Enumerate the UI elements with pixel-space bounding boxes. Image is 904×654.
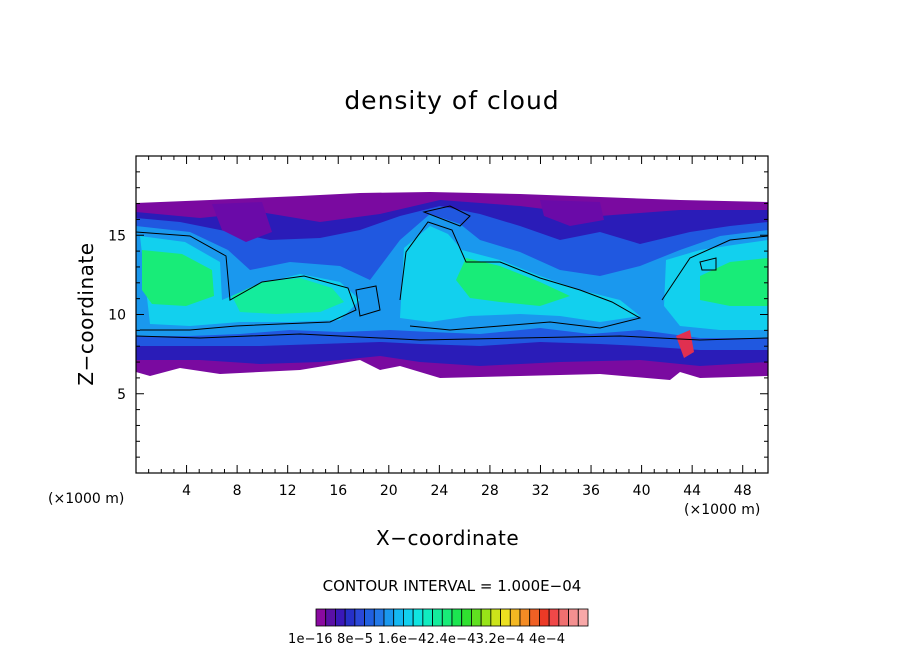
x-axis-label: X−coordinate	[376, 526, 520, 550]
colorbar-swatch	[577, 608, 589, 627]
y-tick-label: 15	[108, 228, 126, 244]
z-unit-label: (×1000 m)	[48, 491, 125, 507]
colorbar-swatch	[422, 608, 433, 627]
colorbar-swatch	[393, 608, 404, 627]
colorbar-swatch	[519, 608, 531, 627]
x-tick-label: 28	[481, 483, 499, 499]
x-tick-label: 40	[633, 483, 651, 499]
colorbar-swatch	[441, 608, 453, 627]
contour-line	[399, 221, 642, 331]
colorbar-swatch	[451, 608, 463, 627]
x-axis-ticks: 4 8 12 16 20 24 28 32 36 40 44 48	[148, 156, 756, 499]
y-tick-label: 5	[117, 387, 126, 403]
x-tick-label: 48	[734, 483, 752, 499]
x-tick-label: 16	[329, 483, 347, 499]
colorbar-tick-labels: 1e−16 8e−5 1.6e−42.4e−43.2e−4 4e−4	[288, 632, 566, 647]
contour-line	[136, 333, 768, 341]
x-tick-label: 36	[582, 483, 600, 499]
colorbar-swatch	[480, 608, 492, 627]
colorbar-swatch	[373, 608, 385, 627]
contour-line	[355, 285, 381, 317]
colorbar-swatch	[471, 608, 482, 627]
colorbar-swatch	[354, 608, 365, 627]
cloud-core-green-left-2	[232, 278, 344, 314]
colorbar-swatch	[344, 608, 356, 627]
y-axis-ticks: 5 10 15	[108, 171, 768, 458]
colorbar-swatch	[529, 608, 540, 627]
colorbar-swatch	[335, 608, 346, 627]
x-tick-label: 12	[279, 483, 297, 499]
cloud-density-field	[136, 192, 768, 380]
contour-line	[136, 231, 357, 331]
cloud-bottom-red-streak	[676, 330, 694, 358]
contour-line	[422, 205, 471, 227]
contour-line	[699, 257, 717, 271]
colorbar-swatch	[568, 608, 579, 627]
colorbar-swatch	[558, 608, 569, 627]
y-axis-label: Z−coordinate	[74, 242, 98, 386]
contour-line	[661, 235, 768, 301]
colorbar-swatch	[432, 608, 443, 627]
colorbar-swatch	[509, 608, 521, 627]
colorbar	[315, 608, 589, 627]
y-tick-label: 10	[108, 308, 126, 324]
x-tick-label: 8	[233, 483, 242, 499]
colorbar-swatch	[315, 608, 327, 627]
chart-title: density of cloud	[344, 86, 560, 115]
colorbar-swatch	[548, 608, 560, 627]
x-tick-label: 24	[430, 483, 448, 499]
x-tick-label: 44	[683, 483, 701, 499]
x-unit-label: (×1000 m)	[684, 502, 761, 518]
colorbar-swatch	[403, 608, 414, 627]
colorbar-swatch	[383, 608, 395, 627]
cloud-upper-purple-left	[212, 202, 272, 242]
colorbar-swatch	[412, 608, 424, 627]
colorbar-swatch	[500, 608, 511, 627]
colorbar-swatch	[539, 608, 550, 627]
cloud-core-green-right	[700, 258, 768, 306]
cloud-core-green-center	[456, 258, 570, 306]
colorbar-swatch	[364, 608, 375, 627]
x-tick-label: 20	[380, 483, 398, 499]
cloud-upper-purple-right	[540, 200, 604, 226]
x-tick-label: 32	[532, 483, 550, 499]
colorbar-swatch	[461, 608, 472, 627]
contour-interval-label: CONTOUR INTERVAL = 1.000E−04	[322, 577, 582, 595]
cloud-core-green-left	[142, 250, 214, 306]
colorbar-swatch	[325, 608, 336, 627]
colorbar-swatch	[490, 608, 501, 627]
x-tick-label: 4	[182, 483, 191, 499]
